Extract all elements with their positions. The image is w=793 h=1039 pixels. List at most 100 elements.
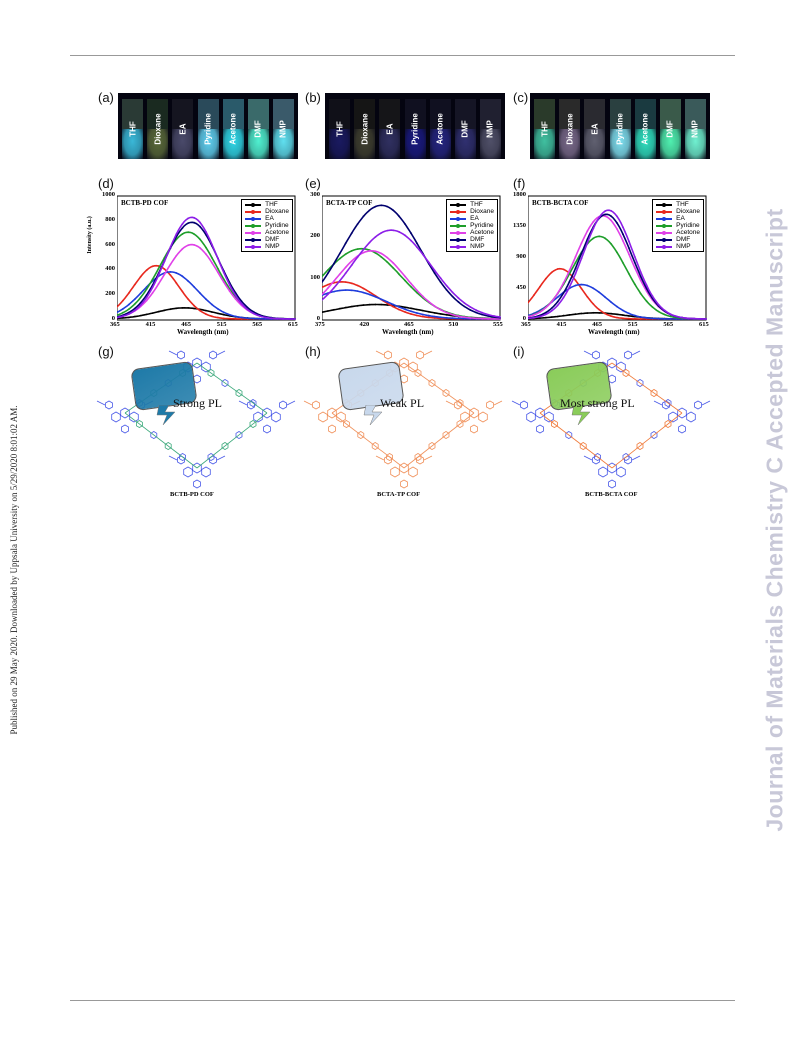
data-point xyxy=(616,228,618,230)
data-point xyxy=(675,315,678,318)
ring xyxy=(536,424,544,434)
data-point xyxy=(234,298,237,300)
x-tick-label: 510 xyxy=(448,321,459,328)
data-point xyxy=(451,313,454,316)
legend-item: DMF xyxy=(450,236,494,243)
data-point xyxy=(217,312,219,315)
data-point xyxy=(574,267,577,270)
data-point xyxy=(628,253,630,255)
data-point xyxy=(145,296,148,299)
pl-strength-label: Most strong PL xyxy=(560,396,635,410)
data-point xyxy=(128,313,130,315)
data-point xyxy=(592,287,595,290)
data-point xyxy=(338,307,341,310)
ring xyxy=(249,420,257,428)
data-point xyxy=(333,262,335,265)
ring xyxy=(201,466,211,478)
ring xyxy=(662,400,670,410)
data-point xyxy=(422,309,424,312)
ring xyxy=(207,453,215,461)
data-point xyxy=(193,304,195,307)
x-tick-label: 465 xyxy=(404,321,414,328)
legend-label: Acetone xyxy=(676,229,700,236)
vial: NMP xyxy=(272,99,294,159)
data-point xyxy=(633,283,636,286)
data-point xyxy=(157,283,160,285)
legend-swatch xyxy=(245,216,262,221)
ring xyxy=(183,466,193,478)
data-point xyxy=(350,289,353,292)
panel-label-f: (f) xyxy=(513,176,526,191)
data-point xyxy=(333,290,335,293)
legend-label: THF xyxy=(470,201,483,208)
ring xyxy=(598,466,608,478)
data-point xyxy=(539,311,541,313)
data-point xyxy=(386,205,389,208)
data-point xyxy=(122,308,124,310)
data-point xyxy=(122,311,124,314)
legend-swatch xyxy=(245,223,262,228)
data-point xyxy=(139,296,142,299)
ring xyxy=(357,431,365,439)
data-point xyxy=(344,289,347,291)
data-point xyxy=(481,311,484,314)
ring xyxy=(209,350,217,360)
bond xyxy=(216,350,226,356)
data-point xyxy=(386,304,389,306)
data-point xyxy=(151,278,154,281)
lightning-icon xyxy=(571,405,591,425)
legend-label: Acetone xyxy=(265,229,289,236)
ring xyxy=(336,411,346,423)
y-tick-label: 1800 xyxy=(513,191,526,198)
data-point xyxy=(175,282,178,284)
vial-label: Acetone xyxy=(435,113,445,145)
data-point xyxy=(187,244,190,247)
data-point xyxy=(139,275,142,278)
data-point xyxy=(145,269,148,271)
lightning-icon xyxy=(156,405,176,425)
ring xyxy=(399,462,409,474)
data-point xyxy=(457,317,460,320)
ring xyxy=(192,462,202,474)
ring xyxy=(636,442,644,450)
data-point xyxy=(350,282,353,285)
data-point xyxy=(404,234,406,237)
vial: EA xyxy=(172,99,194,159)
ring xyxy=(544,411,554,423)
bond xyxy=(124,412,198,469)
data-point xyxy=(592,227,595,230)
data-point xyxy=(528,317,529,320)
panel-label-d: (d) xyxy=(98,176,114,191)
data-point xyxy=(362,215,365,218)
legend-swatch xyxy=(450,244,467,249)
pl-strength-label: Strong PL xyxy=(173,396,223,410)
legend-item: THF xyxy=(450,201,494,208)
data-point xyxy=(380,303,383,306)
data-point xyxy=(181,248,184,250)
data-point xyxy=(322,286,323,289)
data-point xyxy=(117,311,118,314)
data-point xyxy=(475,317,478,320)
data-point xyxy=(356,256,359,258)
data-point xyxy=(416,246,418,248)
ring xyxy=(371,442,379,450)
data-point xyxy=(556,292,559,295)
ring xyxy=(486,400,494,410)
data-point xyxy=(217,257,219,260)
data-point xyxy=(556,304,559,307)
bond xyxy=(403,412,475,469)
data-point xyxy=(433,269,436,272)
data-point xyxy=(338,279,341,282)
data-point xyxy=(350,232,353,235)
lightning-icon xyxy=(363,405,383,425)
data-point xyxy=(645,317,648,319)
ring xyxy=(677,407,687,419)
data-point xyxy=(187,217,190,220)
data-point xyxy=(368,291,371,293)
data-point xyxy=(574,279,577,282)
data-point xyxy=(544,277,547,280)
data-point xyxy=(211,315,213,318)
data-point xyxy=(610,215,612,217)
data-point xyxy=(181,275,184,278)
data-point xyxy=(169,308,172,311)
